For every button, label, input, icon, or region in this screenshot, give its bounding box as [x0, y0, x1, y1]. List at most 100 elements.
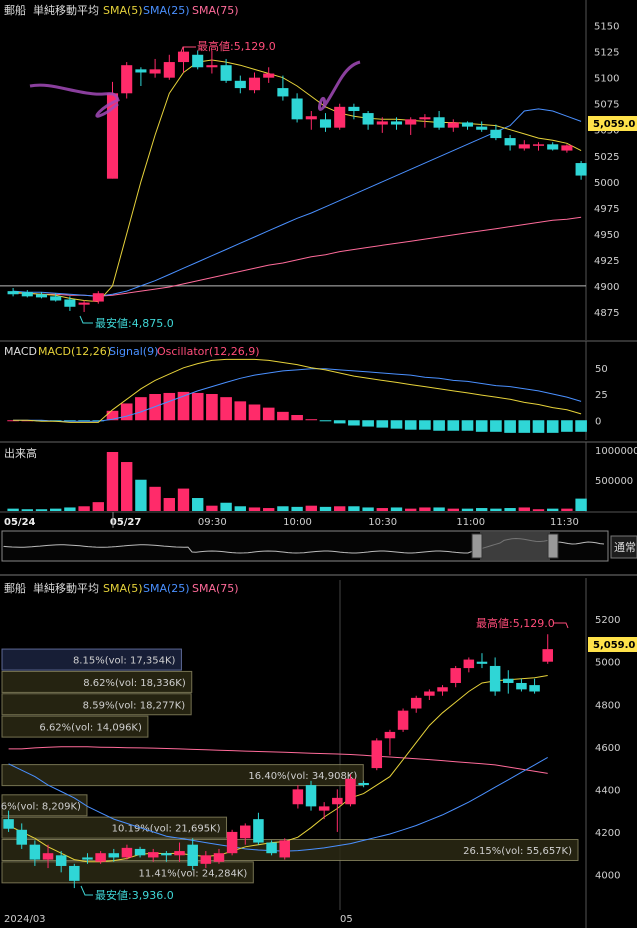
volume-profile-bar — [1, 794, 88, 817]
bottom-max-label: 最高値:5,129.0 — [476, 616, 555, 630]
price-panel-bottom: 8.15%(vol: 17,354K) 8.62%(vol: 18,336K) 8.… — [0, 578, 637, 928]
top-legend-sma5: SMA(5) — [103, 4, 143, 17]
volume-bar — [163, 498, 175, 511]
top-sma25-line — [13, 108, 582, 297]
navigator-handle-right[interactable] — [547, 533, 559, 559]
macd-osc-bar — [206, 394, 218, 421]
bottom-candle — [187, 844, 198, 866]
bottom-max-arrow — [554, 622, 569, 629]
top-ytick: 4900 — [594, 282, 619, 293]
top-xtick: 05/24 — [4, 517, 36, 528]
top-ytick: 4875 — [594, 308, 619, 319]
volume-profile-bar — [1, 764, 364, 787]
bottom-last-price: 5,059.0 — [593, 640, 635, 651]
volume-bar — [121, 462, 133, 511]
volume-panel: 出来高 1000000 500000 05/24 05/27 09:30 10:00 1… — [0, 441, 637, 528]
volume-profile-label: 8.62%(vol: 18,336K) — [83, 678, 186, 689]
top-candle — [35, 294, 48, 298]
macd-ytick: 50 — [595, 364, 608, 375]
volume-bar — [476, 508, 488, 511]
bottom-candle — [305, 785, 317, 807]
macd-osc-bar — [64, 420, 76, 422]
bottom-candle — [3, 819, 14, 829]
bottom-candle — [529, 685, 540, 692]
bottom-ytick: 4800 — [595, 700, 620, 711]
top-ytick: 4950 — [594, 230, 619, 241]
macd-osc-bar — [106, 410, 119, 421]
macd-osc-bar — [376, 420, 389, 428]
top-sma75-line — [13, 216, 582, 297]
bottom-ytick: 4400 — [595, 785, 620, 796]
navigator-selection[interactable] — [480, 532, 550, 560]
bottom-candle — [450, 668, 461, 683]
volume-profile-bar — [1, 648, 182, 671]
volume-profile-label: 3.86%(vol: 8,209K) — [0, 801, 81, 812]
bottom-candle — [371, 740, 383, 769]
volume-profile-label: 26.15%(vol: 55,657K) — [463, 846, 572, 857]
volume-ytick-1000000: 1000000 — [595, 446, 637, 457]
bottom-legend-sma25: SMA(25) — [143, 582, 190, 595]
macd-grid: 0 25 50 — [595, 364, 608, 428]
top-legend-sma25: SMA(25) — [143, 4, 190, 17]
top-xtick: 09:30 — [198, 517, 227, 528]
volume-bars — [7, 452, 587, 511]
top-candle — [561, 145, 573, 151]
volume-profile-bar — [1, 715, 149, 738]
volume-profile-bar — [1, 693, 192, 716]
bottom-candle — [213, 853, 225, 862]
bottom-candle — [134, 848, 146, 856]
mode-button-bg[interactable] — [610, 535, 637, 559]
top-sma5-line — [13, 59, 582, 303]
top-xtick: 05/27 — [110, 517, 142, 528]
top-candle — [163, 62, 175, 78]
volume-bar — [504, 508, 516, 511]
bottom-candle — [476, 661, 488, 664]
macd-signal-line — [13, 368, 582, 422]
macd-osc-bar — [248, 404, 261, 421]
bottom-min-arrow — [80, 885, 93, 896]
top-candle — [405, 119, 417, 125]
top-candle — [532, 144, 545, 146]
volume-profile-label: 8.15%(vol: 17,354K) — [73, 656, 176, 667]
top-ytick: 5025 — [594, 152, 619, 163]
bottom-candle — [29, 844, 41, 860]
macd-osc-bar — [419, 420, 431, 430]
price-bottom-xticks: 2024/03 05 — [4, 914, 353, 925]
macd-osc-bar — [532, 420, 545, 433]
macd-osc-bar — [348, 420, 360, 426]
volume-bar — [561, 508, 573, 511]
bottom-xtick: 2024/03 — [4, 914, 46, 925]
navigator[interactable] — [1, 530, 609, 562]
macd-legend-macd: MACD(12,26) — [38, 345, 111, 358]
macd-osc-bar — [518, 420, 531, 433]
top-candle — [50, 296, 62, 301]
bottom-candle — [253, 819, 264, 843]
bottom-candle — [16, 829, 27, 845]
macd-osc-bar — [433, 420, 445, 431]
top-candle — [504, 138, 516, 146]
macd-osc-bar — [49, 420, 62, 422]
macd-osc-bar — [78, 420, 90, 422]
bottom-candle — [463, 659, 475, 669]
bottom-min-label: 最安値:3,936.0 — [95, 888, 174, 902]
volume-profile-bar — [1, 861, 254, 884]
top-candle — [490, 129, 502, 139]
top-candle — [447, 122, 459, 128]
volume-bar — [248, 507, 261, 511]
macd-osc-bar — [277, 411, 289, 421]
volume-bar — [220, 502, 232, 511]
volume-bar — [518, 507, 530, 511]
volume-bar — [419, 507, 431, 511]
navigator-handle-left[interactable] — [471, 533, 483, 559]
top-candle — [248, 77, 261, 91]
mode-button-label[interactable]: 通常 — [614, 541, 636, 554]
bottom-title: 郵船 — [4, 581, 26, 595]
top-xtick: 10:30 — [368, 517, 397, 528]
macd-osc-bar — [490, 420, 502, 432]
volume-bar — [461, 508, 474, 511]
bottom-ytick: 5200 — [595, 615, 620, 626]
bottom-candle — [437, 687, 448, 692]
bottom-ytick: 4600 — [595, 743, 620, 754]
volume-bar — [50, 508, 62, 511]
